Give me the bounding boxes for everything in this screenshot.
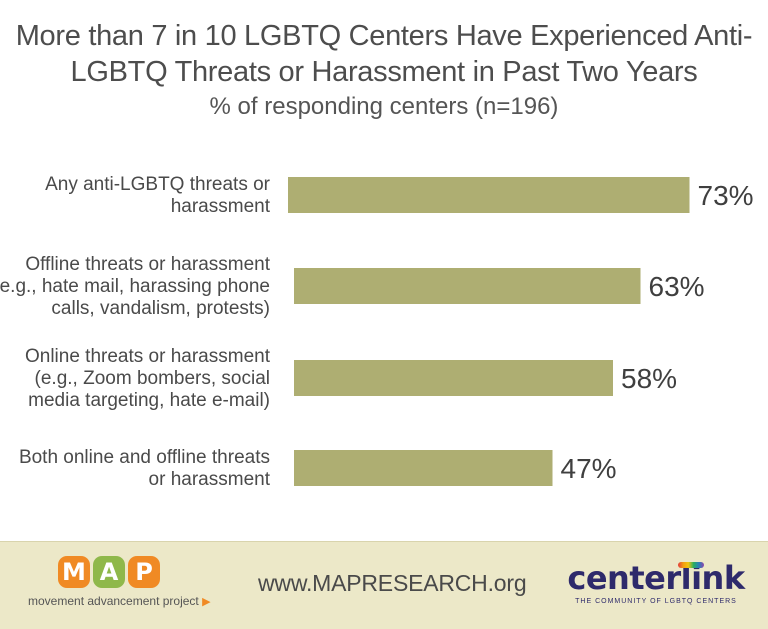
chart-subtitle: % of responding centers (n=196) <box>209 93 559 120</box>
map-logo-tiles: M A P <box>58 556 218 588</box>
rainbow-swoosh-icon <box>678 562 704 568</box>
chart-title-line-1: More than 7 in 10 LGBTQ Centers Have Exp… <box>15 20 753 52</box>
category-label-3-line-2: (e.g., Zoom bombers, social <box>35 368 270 389</box>
bar-4 <box>294 450 553 486</box>
category-label-1-line-1: Any anti-LGBTQ threats or <box>45 174 271 195</box>
play-arrow-icon: ▶ <box>202 596 211 608</box>
centerlink-tagline: THE COMMUNITY OF LGBTQ CENTERS <box>575 598 737 605</box>
value-label-3: 58% <box>621 363 677 394</box>
centerlink-wordmark: centerlink <box>567 559 745 597</box>
map-tagline: movement advancement project ▶ <box>28 594 218 608</box>
category-label-4-line-2: or harassment <box>149 469 271 490</box>
centerlink-logo: centerlink THE COMMUNITY OF LGBTQ CENTER… <box>566 560 746 605</box>
value-label-1: 73% <box>698 180 754 211</box>
footer: M A P movement advancement project ▶ www… <box>0 541 768 629</box>
website-link[interactable]: www.MAPRESEARCH.org <box>258 570 527 596</box>
category-label-2-line-3: calls, vandalism, protests) <box>51 298 270 319</box>
title-block: More than 7 in 10 LGBTQ Centers Have Exp… <box>0 18 768 122</box>
bar-3 <box>294 360 613 396</box>
category-label-2-line-2: (e.g., hate mail, harassing phone <box>0 276 270 297</box>
category-label-4-line-1: Both online and offline threats <box>19 447 270 468</box>
category-label-3-line-1: Online threats or harassment <box>25 346 271 367</box>
bar-1 <box>288 177 690 213</box>
map-logo: M A P movement advancement project ▶ <box>28 556 218 622</box>
map-logo-letter-m: M <box>58 556 90 588</box>
category-label-1-line-2: harassment <box>171 196 271 217</box>
category-label-3-line-3: media targeting, hate e-mail) <box>28 390 270 411</box>
chart-title-line-2: LGBTQ Threats or Harassment in Past Two … <box>70 56 698 88</box>
category-label-2-line-1: Offline threats or harassment <box>25 254 270 275</box>
map-logo-letter-p: P <box>128 556 160 588</box>
map-logo-letter-a: A <box>93 556 125 588</box>
chart-title: More than 7 in 10 LGBTQ Centers Have Exp… <box>0 18 768 90</box>
value-label-2: 63% <box>649 271 705 302</box>
bar-2 <box>294 268 641 304</box>
map-tagline-text: movement advancement project <box>28 594 199 608</box>
value-label-4: 47% <box>561 453 617 484</box>
